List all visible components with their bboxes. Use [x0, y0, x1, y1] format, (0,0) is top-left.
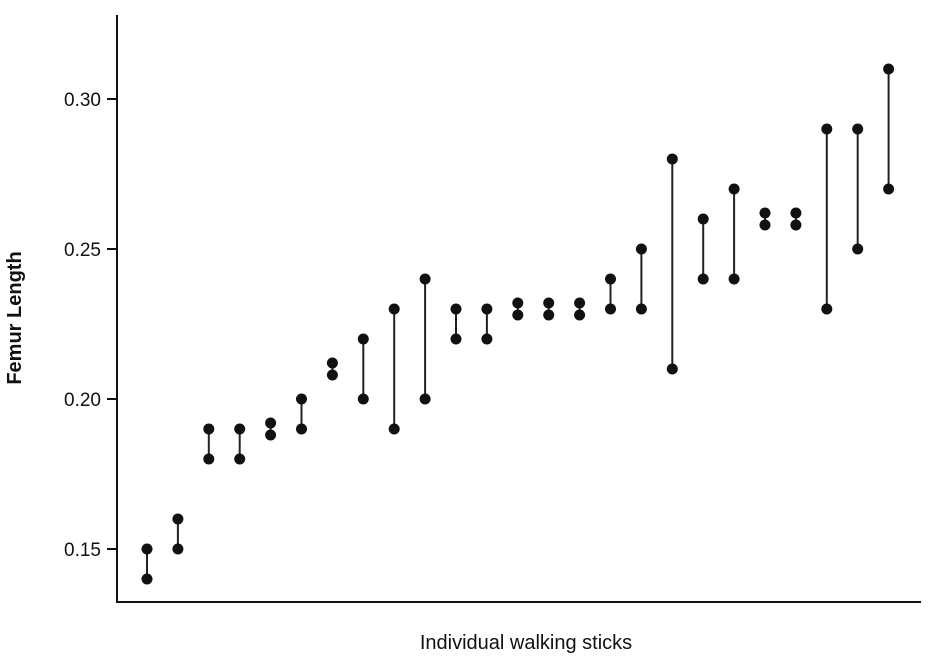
data-point — [481, 333, 493, 345]
individual-pair — [852, 123, 864, 255]
data-point — [296, 423, 307, 435]
axes: 0.15 0.20 0.25 0.30 — [64, 15, 921, 603]
data-point — [821, 123, 833, 135]
individual-pair — [543, 297, 555, 321]
data-point — [141, 573, 153, 585]
individual-pair — [605, 273, 616, 315]
individual-pair — [883, 63, 895, 195]
data-point — [326, 369, 338, 381]
data-point — [296, 393, 307, 405]
y-tick-label: 0.30 — [64, 90, 101, 111]
data-point — [512, 297, 524, 309]
data-point — [697, 273, 709, 285]
individual-pair — [697, 213, 709, 285]
individual-pair — [326, 357, 338, 381]
data-point — [728, 273, 740, 285]
x-axis-title: Individual walking sticks — [420, 632, 632, 654]
individual-pair — [790, 207, 802, 231]
individual-pair — [419, 273, 431, 405]
individual-pair — [574, 297, 586, 321]
y-tick-label: 0.15 — [64, 540, 101, 561]
data-point — [790, 207, 802, 219]
data-point — [203, 423, 215, 435]
data-point — [543, 309, 555, 321]
data-point — [852, 243, 864, 255]
y-tick-label: 0.20 — [64, 390, 101, 411]
data-point — [419, 393, 431, 405]
data-point — [821, 303, 833, 315]
individual-pair — [666, 153, 678, 375]
data-point — [141, 543, 153, 555]
data-point — [574, 297, 586, 309]
data-point — [759, 207, 771, 219]
data-point — [203, 453, 215, 465]
data-point — [759, 219, 771, 231]
individual-pair — [759, 207, 771, 231]
data-point — [605, 303, 616, 315]
individual-pair — [141, 543, 153, 585]
individual-pair — [203, 423, 215, 465]
data-point — [635, 243, 647, 255]
y-tick-label: 0.25 — [64, 240, 101, 261]
data-point — [172, 543, 184, 555]
data-point — [388, 303, 400, 315]
data-point — [419, 273, 431, 285]
plot-marks — [141, 63, 895, 585]
data-point — [697, 213, 709, 225]
data-point — [357, 333, 369, 345]
individual-pair — [357, 333, 369, 405]
individual-pair — [728, 183, 740, 285]
data-point — [635, 303, 647, 315]
data-point — [852, 123, 864, 135]
data-point — [574, 309, 586, 321]
individual-pair — [512, 297, 524, 321]
data-point — [605, 273, 616, 285]
individual-pair — [296, 393, 307, 435]
individual-pair — [450, 303, 462, 345]
data-point — [450, 333, 462, 345]
individual-pair — [635, 243, 647, 315]
data-point — [728, 183, 740, 195]
data-point — [265, 429, 277, 441]
data-point — [883, 183, 895, 195]
individual-pair — [234, 423, 246, 465]
individual-pair — [265, 417, 277, 441]
y-axis-title: Femur Length — [4, 251, 26, 384]
individual-pair — [388, 303, 400, 435]
data-point — [388, 423, 400, 435]
data-point — [481, 303, 493, 315]
data-point — [234, 453, 246, 465]
data-point — [234, 423, 246, 435]
data-point — [883, 63, 895, 75]
data-point — [512, 309, 524, 321]
data-point — [790, 219, 802, 231]
individual-pair — [481, 303, 493, 345]
data-point — [666, 363, 678, 375]
data-point — [172, 513, 184, 525]
data-point — [666, 153, 678, 165]
data-point — [357, 393, 369, 405]
data-point — [265, 417, 277, 429]
individual-pair — [172, 513, 184, 555]
individual-pair — [821, 123, 833, 315]
y-ticks: 0.15 0.20 0.25 0.30 — [64, 90, 117, 561]
data-point — [450, 303, 462, 315]
data-point — [543, 297, 555, 309]
data-point — [326, 357, 338, 369]
